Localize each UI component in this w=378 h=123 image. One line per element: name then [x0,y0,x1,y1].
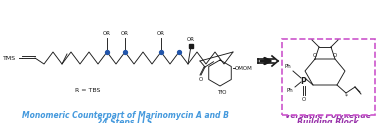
Text: Building Block: Building Block [297,118,359,123]
Bar [282,39,375,115]
Text: O: O [302,97,306,102]
Text: Ph: Ph [284,64,291,69]
Text: TfO: TfO [217,90,227,95]
Text: O: O [199,77,203,82]
Text: Monomeric Counterpart of Marinomycin A and B: Monomeric Counterpart of Marinomycin A a… [22,111,228,120]
Text: Ph: Ph [286,88,293,93]
Text: OR: OR [121,31,129,36]
Text: P: P [300,77,306,85]
Text: O: O [333,53,337,58]
Text: OR: OR [187,37,195,42]
Text: Versatile Polyketide: Versatile Polyketide [285,111,371,120]
Text: OR: OR [157,31,165,36]
Text: O: O [313,53,317,58]
Text: TMS: TMS [3,55,16,61]
Text: *: * [344,94,347,99]
Text: OR: OR [103,31,111,36]
Text: R = TBS: R = TBS [75,89,101,93]
Text: 24 Steps LLS: 24 Steps LLS [98,118,153,123]
Text: OMOM: OMOM [235,66,253,70]
